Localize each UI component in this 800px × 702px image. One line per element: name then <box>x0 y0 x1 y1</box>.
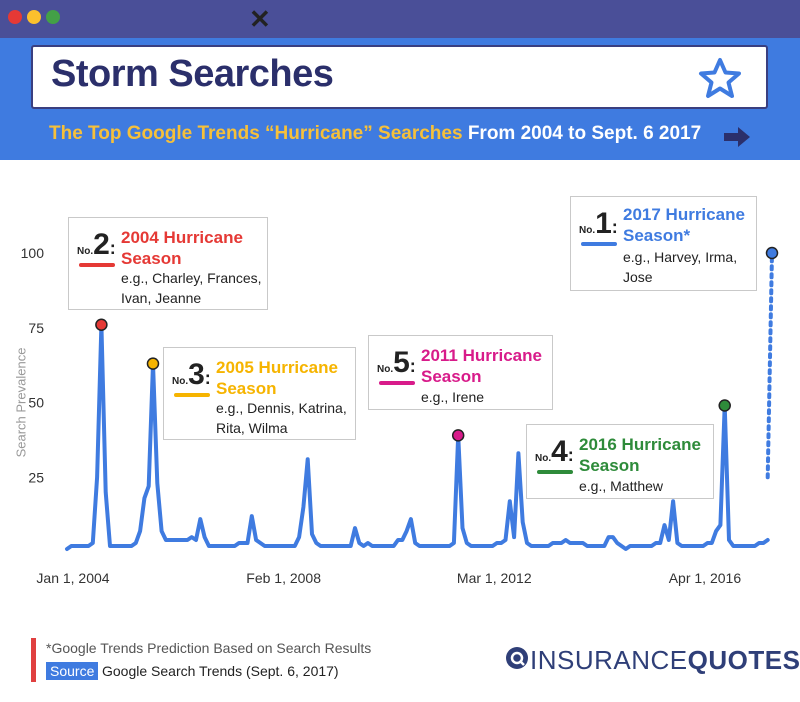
subtitle: The Top Google Trends “Hurricane” Search… <box>49 123 701 145</box>
subtitle-highlight: The Top Google Trends “Hurricane” Search… <box>49 123 463 144</box>
color-underline <box>537 470 573 474</box>
line-chart: 25 50 75 100 Jan 1, 2004 Feb 1, 2008 Mar 1, 2… <box>21 245 779 586</box>
peak-marker <box>95 318 108 332</box>
page-title: Storm Searches <box>51 53 334 95</box>
x-tick-label: Feb 1, 2008 <box>246 570 321 586</box>
x-tick-label: Jan 1, 2004 <box>36 570 109 586</box>
color-underline <box>379 381 415 385</box>
callout-2011: No.5: 2011 Hurricane Season e.g., Irene <box>368 335 553 410</box>
y-tick-label: 25 <box>28 469 44 485</box>
rank-badge: No.5: <box>377 346 416 379</box>
subtitle-range: From 2004 to Sept. 6 2017 <box>467 123 702 144</box>
series-polyline <box>65 322 770 551</box>
rank-badge: No.1: <box>579 207 618 240</box>
projection-line <box>765 251 774 480</box>
callout-title: 2017 Hurricane Season* <box>623 205 745 245</box>
peak-marker <box>765 246 779 260</box>
y-tick-label: 50 <box>28 395 44 411</box>
y-axis-label: Search Prevalence <box>13 347 29 458</box>
peak-marker <box>451 429 465 442</box>
callout-title: 2016 Hurricane Season <box>579 435 701 475</box>
callout-2017: No.1: 2017 Hurricane Season* e.g., Harvey… <box>570 196 757 291</box>
callout-title: 2011 Hurricane Season <box>421 346 542 386</box>
window-titlebar: ✕ <box>0 0 800 38</box>
minimize-window-dot[interactable] <box>27 10 41 24</box>
x-axis: Jan 1, 2004 Feb 1, 2008 Mar 1, 2012 Apr 1, … <box>36 570 741 586</box>
footer-accent-bar <box>31 638 36 682</box>
maximize-window-dot[interactable] <box>46 10 60 24</box>
arrow-right-icon[interactable] <box>722 125 752 149</box>
rank-badge: No.4: <box>535 435 574 468</box>
callout-2005: No.3: 2005 Hurricane Season e.g., Dennis,… <box>163 347 356 440</box>
callout-desc: e.g., Harvey, Irma, Jose <box>623 249 738 285</box>
insurancequotes-logo-icon[interactable] <box>505 646 529 670</box>
peak-markers <box>95 246 779 442</box>
rank-badge: No.3: <box>172 358 211 391</box>
x-tick-label: Apr 1, 2016 <box>669 570 742 586</box>
callout-2004: No.2: 2004 Hurricane Season e.g., Charley… <box>68 217 268 310</box>
close-window-dot[interactable] <box>8 10 22 24</box>
series-line <box>65 251 774 551</box>
title-box: Storm Searches <box>31 45 768 109</box>
color-underline <box>79 263 115 267</box>
footnote: *Google Trends Prediction Based on Searc… <box>46 640 372 656</box>
source-tag: Source <box>46 662 99 680</box>
star-icon[interactable] <box>698 57 742 99</box>
callout-title: 2004 Hurricane Season <box>121 228 243 268</box>
callout-desc: e.g., Matthew <box>579 478 664 494</box>
rank-badge: No.2: <box>77 228 116 261</box>
y-tick-label: 75 <box>28 320 44 336</box>
source-text: Google Search Trends (Sept. 6, 2017) <box>102 663 339 679</box>
callout-desc: e.g., Irene <box>421 389 485 405</box>
x-tick-label: Mar 1, 2012 <box>457 570 532 586</box>
callout-title: 2005 Hurricane Season <box>216 358 338 398</box>
peak-marker <box>718 399 731 412</box>
callout-desc: e.g., Charley, Frances, Ivan, Jeanne <box>121 270 262 306</box>
callout-desc: e.g., Dennis, Katrina, Rita, Wilma <box>216 400 347 436</box>
close-icon[interactable]: ✕ <box>249 4 271 34</box>
callout-2016: No.4: 2016 Hurricane Season e.g., Matthew <box>526 424 714 499</box>
insurancequotes-logo-text[interactable]: INSURANCEQUOTES <box>530 645 800 675</box>
y-axis: 25 50 75 100 <box>21 245 45 485</box>
peak-marker <box>146 357 160 370</box>
color-underline <box>174 393 210 397</box>
color-underline <box>581 242 617 246</box>
y-tick-label: 100 <box>21 245 45 261</box>
